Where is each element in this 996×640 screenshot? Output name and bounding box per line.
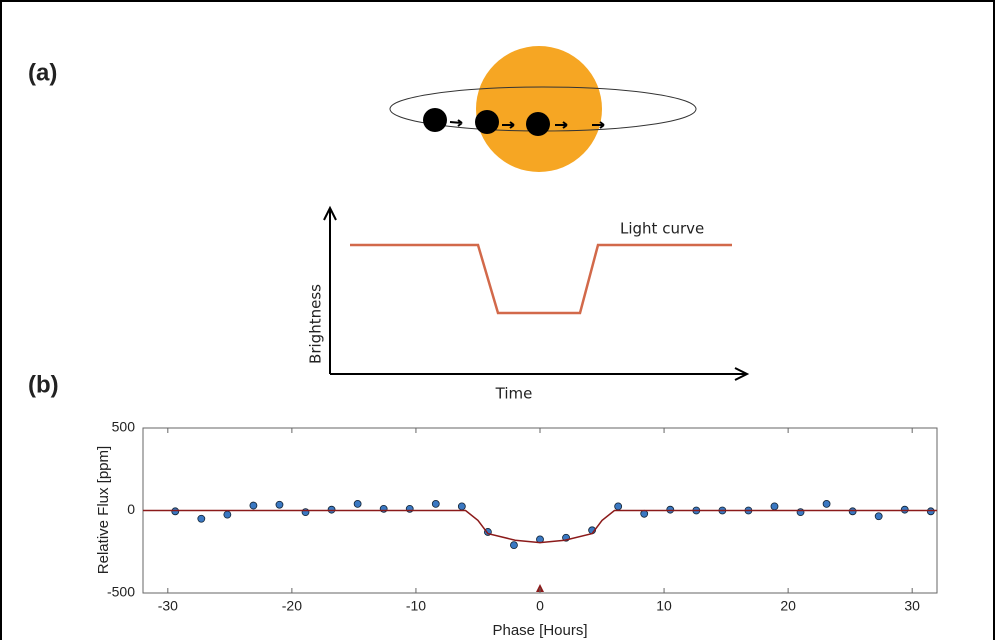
binned-point <box>301 508 310 517</box>
curve-label: Light curve <box>620 220 704 238</box>
binned-point <box>171 507 180 516</box>
binned-point <box>666 505 675 514</box>
binned-point <box>353 499 362 508</box>
schematic-light-curve <box>350 243 732 315</box>
x-tick-label: 0 <box>536 598 544 614</box>
x-tick-label: -20 <box>282 598 302 614</box>
star <box>476 46 602 172</box>
x-axis-title: Phase [Hours] <box>492 622 587 639</box>
binned-point <box>848 507 857 516</box>
binned-point <box>900 505 909 514</box>
schematic-axes <box>323 205 750 381</box>
binned-point <box>405 504 414 513</box>
x-tick-label: 30 <box>904 598 920 614</box>
x-tick-label: 10 <box>656 598 672 614</box>
binned-point <box>275 500 284 509</box>
y-tick-label: 500 <box>112 419 136 435</box>
binned-point <box>796 508 805 517</box>
x-axis-label: Time <box>495 385 533 403</box>
planet <box>423 108 447 132</box>
y-axis-title: Relative Flux [ppm] <box>95 446 112 574</box>
binned-point <box>249 501 258 510</box>
binned-point <box>431 499 440 508</box>
y-axis-label: Brightness <box>307 284 325 364</box>
binned-point <box>874 512 883 521</box>
binned-point <box>457 502 466 511</box>
binned-point <box>327 505 336 514</box>
y-tick-label: -500 <box>107 584 135 600</box>
binned-point <box>223 510 232 519</box>
binned-point <box>822 499 831 508</box>
binned-point <box>510 541 518 550</box>
x-tick-label: -10 <box>406 598 426 614</box>
planet <box>526 112 550 136</box>
panel-label: (b) <box>28 371 59 398</box>
y-tick-label: 0 <box>127 501 135 517</box>
binned-point <box>614 502 623 511</box>
panel-label: (a) <box>28 59 57 86</box>
model-line <box>143 509 937 544</box>
binned-point <box>379 504 388 513</box>
binned-point <box>197 514 206 523</box>
x-tick-label: 20 <box>780 598 796 614</box>
motion-arrows <box>449 119 605 129</box>
x-tick-label: -30 <box>158 598 178 614</box>
planet <box>475 110 499 134</box>
binned-point <box>926 507 935 516</box>
binned-point <box>640 509 649 518</box>
binned-point <box>770 502 779 511</box>
